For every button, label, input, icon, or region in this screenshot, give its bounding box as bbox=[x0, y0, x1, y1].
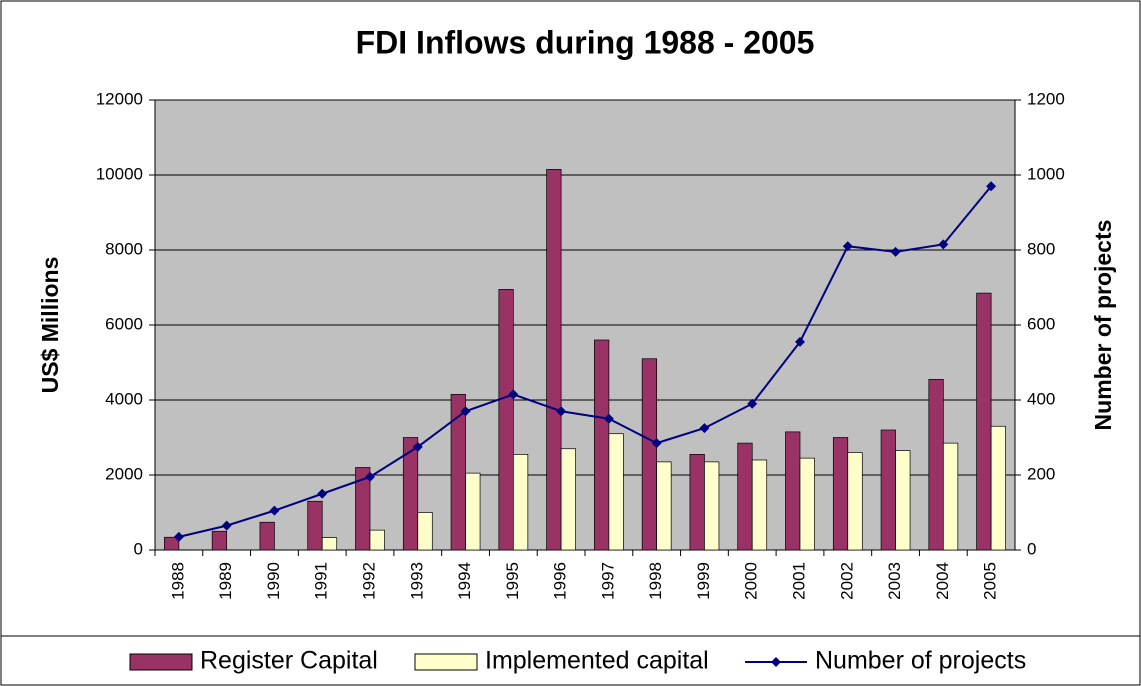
x-tick-label: 1997 bbox=[598, 562, 617, 600]
legend-label: Implemented capital bbox=[485, 647, 709, 675]
bar bbox=[450, 394, 466, 551]
x-tick-label: 1990 bbox=[264, 562, 283, 600]
x-tick-label: 1988 bbox=[168, 562, 187, 600]
y2-tick-label: 200 bbox=[1027, 464, 1055, 483]
bar bbox=[832, 437, 849, 551]
x-tick-label: 1998 bbox=[646, 562, 665, 600]
legend-marker bbox=[771, 657, 781, 667]
marker bbox=[651, 438, 662, 449]
bar bbox=[259, 521, 275, 551]
marker bbox=[173, 531, 184, 542]
y2-tick-label: 400 bbox=[1027, 389, 1055, 408]
y2-tick-label: 1000 bbox=[1027, 164, 1065, 183]
y-tick-label: 10000 bbox=[96, 164, 143, 183]
x-tick-label: 2004 bbox=[933, 562, 952, 600]
bar bbox=[641, 358, 658, 551]
y2-tick-label: 600 bbox=[1027, 314, 1055, 333]
bar bbox=[560, 448, 576, 551]
bar bbox=[355, 467, 371, 551]
x-tick-label: 1991 bbox=[312, 562, 331, 600]
y2-tick-label: 1200 bbox=[1027, 89, 1065, 108]
marker bbox=[842, 241, 853, 252]
x-tick-label: 1993 bbox=[407, 562, 426, 600]
x-tick-label: 1999 bbox=[694, 562, 713, 600]
chart-title: FDI Inflows during 1988 - 2005 bbox=[356, 24, 815, 60]
bar bbox=[942, 442, 959, 551]
bar bbox=[847, 452, 863, 551]
marker bbox=[747, 398, 758, 409]
marker bbox=[986, 181, 997, 192]
x-tick-label: 2003 bbox=[885, 562, 904, 600]
marker bbox=[221, 520, 232, 531]
x-tick-label: 2000 bbox=[742, 562, 761, 600]
x-tick-label: 2002 bbox=[837, 562, 856, 600]
x-tick-label: 1989 bbox=[216, 562, 235, 600]
x-tick-label: 1992 bbox=[359, 562, 378, 600]
y2-axis-label: Number of projects bbox=[1090, 220, 1116, 431]
marker bbox=[890, 246, 901, 257]
marker bbox=[365, 471, 375, 482]
y-axis-label: US$ Millions bbox=[37, 257, 63, 394]
marker bbox=[269, 505, 280, 516]
marker bbox=[556, 406, 567, 417]
y-tick-label: 8000 bbox=[105, 239, 143, 258]
bar bbox=[369, 529, 385, 551]
marker bbox=[508, 389, 519, 400]
bar bbox=[546, 169, 562, 551]
y-tick-label: 0 bbox=[134, 539, 143, 558]
bar bbox=[990, 425, 1006, 551]
bar bbox=[307, 500, 323, 551]
legend-label: Number of projects bbox=[815, 647, 1026, 675]
x-tick-label: 1995 bbox=[503, 562, 522, 600]
bar bbox=[689, 454, 705, 551]
y-tick-label: 4000 bbox=[105, 389, 143, 408]
legend-swatch bbox=[129, 653, 193, 671]
legend-swatch bbox=[414, 653, 478, 671]
bar bbox=[402, 437, 419, 551]
bar bbox=[498, 289, 514, 551]
bar bbox=[594, 339, 610, 551]
bar bbox=[321, 537, 338, 551]
y-tick-label: 12000 bbox=[96, 89, 143, 108]
y2-tick-label: 800 bbox=[1027, 239, 1055, 258]
marker bbox=[317, 488, 328, 499]
marker bbox=[795, 336, 805, 347]
bar bbox=[512, 454, 529, 551]
bar bbox=[656, 461, 672, 551]
bar bbox=[785, 431, 801, 551]
bar bbox=[976, 292, 992, 551]
x-tick-label: 2005 bbox=[981, 562, 1000, 600]
y-tick-label: 2000 bbox=[105, 464, 143, 483]
x-tick-label: 1994 bbox=[455, 562, 474, 600]
bar bbox=[737, 442, 753, 551]
marker bbox=[938, 239, 949, 250]
bar bbox=[704, 461, 720, 551]
bar bbox=[880, 429, 896, 551]
bar bbox=[608, 433, 624, 551]
legend-label: Register Capital bbox=[200, 647, 378, 675]
bar bbox=[211, 530, 228, 551]
marker bbox=[699, 423, 710, 434]
x-tick-label: 1996 bbox=[551, 562, 570, 600]
bar bbox=[417, 512, 433, 551]
bar bbox=[928, 379, 944, 551]
line bbox=[178, 185, 992, 538]
bar bbox=[751, 459, 768, 551]
bar bbox=[799, 457, 815, 551]
marker bbox=[412, 441, 423, 452]
bar bbox=[895, 450, 911, 551]
y2-tick-label: 0 bbox=[1027, 539, 1036, 558]
x-tick-label: 2001 bbox=[789, 562, 808, 600]
bar bbox=[164, 536, 180, 551]
y-tick-label: 6000 bbox=[105, 314, 143, 333]
marker bbox=[603, 413, 614, 424]
bar bbox=[465, 472, 481, 551]
marker bbox=[460, 406, 471, 417]
